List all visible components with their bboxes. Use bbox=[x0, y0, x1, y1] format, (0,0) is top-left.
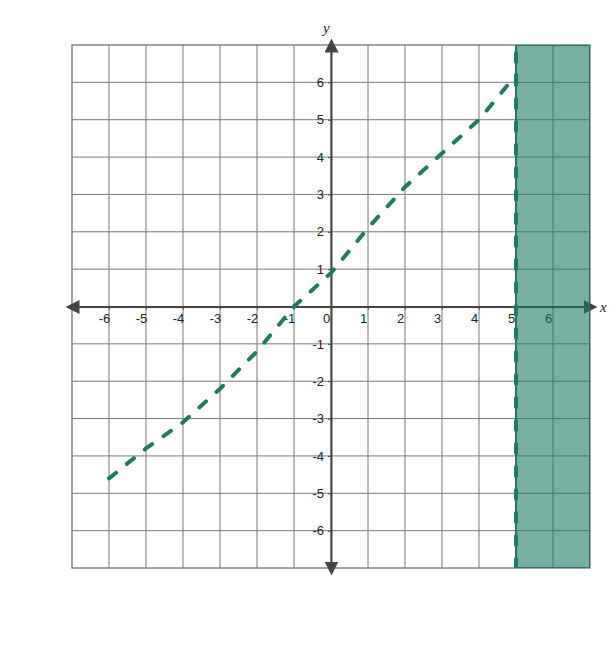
tick: -5 bbox=[136, 307, 148, 326]
tick-mark bbox=[183, 307, 184, 310]
tick-mark bbox=[442, 307, 443, 310]
tick-mark bbox=[328, 493, 331, 494]
tick-mark bbox=[328, 531, 331, 532]
tick: -4 bbox=[173, 307, 185, 326]
tick-mark bbox=[328, 120, 331, 121]
tick-label: -6 bbox=[312, 523, 324, 538]
tick: 6 bbox=[317, 75, 331, 90]
tick-mark bbox=[328, 456, 331, 457]
tick-label: 2 bbox=[397, 311, 404, 326]
tick: 0 bbox=[323, 307, 332, 326]
tick-mark bbox=[479, 307, 480, 310]
tick-label: 0 bbox=[323, 311, 330, 326]
tick: 1 bbox=[360, 307, 369, 326]
axis-line bbox=[331, 46, 333, 569]
tick: 5 bbox=[317, 112, 331, 127]
tick-label: -2 bbox=[312, 374, 324, 389]
tick: 4 bbox=[471, 307, 480, 326]
tick-mark bbox=[368, 307, 369, 310]
tick-mark bbox=[220, 307, 221, 310]
y-axis: -6 -5 -4 -3 -2 -1 1 2 3 4 5 6 bbox=[312, 46, 331, 569]
tick: 3 bbox=[434, 307, 443, 326]
x-axis-title: x bbox=[599, 299, 607, 315]
tick: -6 bbox=[312, 523, 331, 538]
grid-line bbox=[516, 45, 517, 568]
tick-label: 1 bbox=[317, 262, 324, 277]
tick-label: 4 bbox=[471, 311, 478, 326]
tick-label: -3 bbox=[312, 411, 324, 426]
tick-label: 3 bbox=[434, 311, 441, 326]
tick: -3 bbox=[312, 411, 331, 426]
tick-mark bbox=[328, 232, 331, 233]
tick-mark bbox=[328, 344, 331, 345]
tick-mark bbox=[328, 381, 331, 382]
tick-mark bbox=[257, 307, 258, 310]
tick-mark bbox=[405, 307, 406, 310]
tick-label: 3 bbox=[317, 187, 324, 202]
tick-label: -3 bbox=[210, 311, 222, 326]
tick-label: -4 bbox=[312, 449, 324, 464]
shaded-region bbox=[516, 45, 590, 568]
tick: 3 bbox=[317, 187, 331, 202]
tick-mark bbox=[328, 82, 331, 83]
tick-mark bbox=[146, 307, 147, 310]
tick-mark bbox=[109, 307, 110, 310]
tick-label: -5 bbox=[312, 486, 324, 501]
tick: 2 bbox=[397, 307, 406, 326]
tick-label: -1 bbox=[312, 337, 324, 352]
tick-mark bbox=[328, 419, 331, 420]
tick: -2 bbox=[312, 374, 331, 389]
tick-label: -5 bbox=[136, 311, 148, 326]
tick-label: 6 bbox=[317, 75, 324, 90]
tick: 4 bbox=[317, 150, 331, 165]
tick-label: 1 bbox=[360, 311, 367, 326]
tick: -2 bbox=[247, 307, 259, 326]
tick: -1 bbox=[312, 337, 331, 352]
tick-label: -2 bbox=[247, 311, 259, 326]
line bbox=[514, 45, 518, 568]
tick-label: 2 bbox=[317, 224, 324, 239]
tick-mark bbox=[328, 269, 331, 270]
plot-frame bbox=[72, 45, 590, 568]
grid-line bbox=[331, 45, 332, 568]
y-axis-title: y bbox=[321, 20, 330, 36]
tick-label: 4 bbox=[317, 150, 324, 165]
tick-label: 5 bbox=[317, 112, 324, 127]
tick-label: -4 bbox=[173, 311, 185, 326]
tick: -5 bbox=[312, 486, 331, 501]
tick-label: -6 bbox=[99, 311, 111, 326]
tick: -4 bbox=[312, 449, 331, 464]
grid bbox=[72, 45, 590, 568]
tick: -3 bbox=[210, 307, 222, 326]
tick-mark bbox=[328, 157, 331, 158]
chart: -6 -5 -4 -3 -2 -1 0 1 2 3 4 5 6-6 -5 -4 -3 -2 -1 1 2 3 4 5 6 x y bbox=[0, 0, 615, 645]
line bbox=[109, 75, 516, 478]
tick-mark bbox=[328, 194, 331, 195]
tick: 2 bbox=[317, 224, 331, 239]
marks bbox=[109, 45, 590, 568]
plot: -6 -5 -4 -3 -2 -1 0 1 2 3 4 5 6-6 -5 -4 -3 -2 -1 1 2 3 4 5 6 bbox=[72, 45, 591, 569]
tick: -6 bbox=[99, 307, 111, 326]
